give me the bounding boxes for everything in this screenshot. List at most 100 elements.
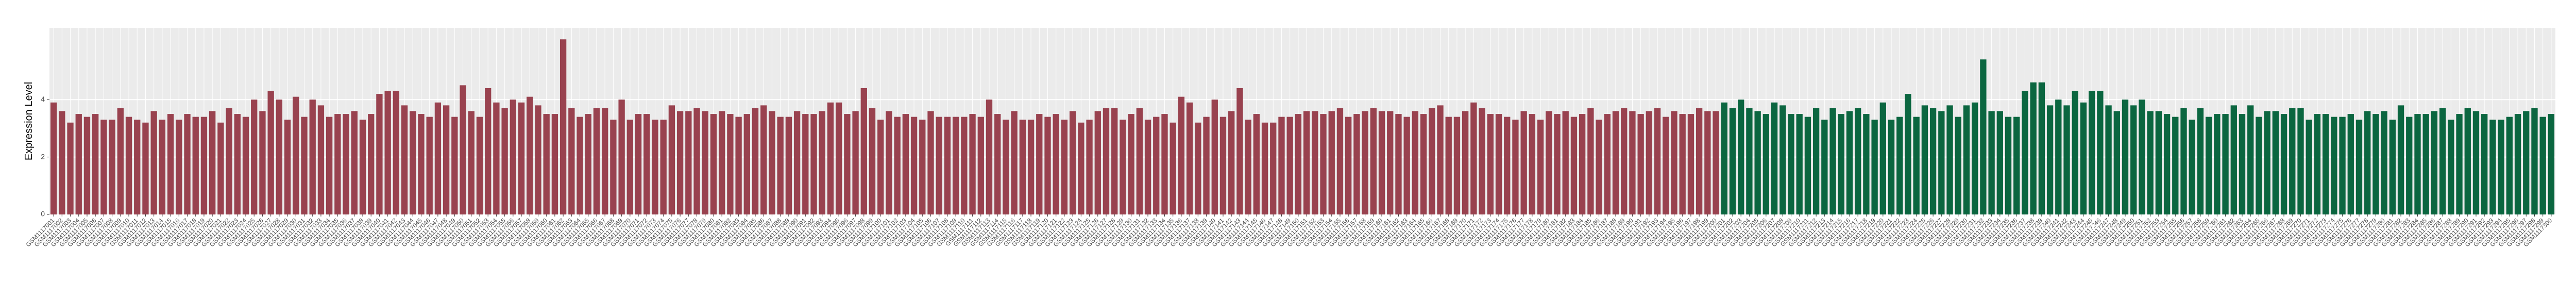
bar — [2489, 120, 2496, 214]
bar — [1019, 120, 1026, 214]
bar — [936, 117, 942, 214]
bar — [802, 114, 809, 214]
bar — [485, 88, 492, 214]
bar — [2063, 105, 2070, 214]
bar — [1186, 102, 1193, 214]
bar — [1353, 114, 1360, 214]
bar — [1821, 120, 1828, 214]
bar — [317, 105, 325, 214]
bar — [1261, 122, 1268, 214]
bar — [1788, 114, 1794, 214]
bar — [1303, 111, 1310, 214]
bar — [1687, 114, 1694, 214]
bar — [785, 117, 792, 214]
bar — [2531, 108, 2538, 214]
bar — [1729, 108, 1736, 214]
bar — [1362, 111, 1368, 214]
bar — [593, 108, 600, 214]
bar — [2314, 114, 2321, 214]
bar — [535, 105, 541, 214]
bar — [1211, 99, 1218, 214]
bar — [1963, 105, 1970, 214]
bar — [2222, 114, 2229, 214]
bar — [1420, 114, 1427, 214]
bar — [2264, 111, 2270, 214]
bar — [518, 102, 525, 214]
bar — [602, 108, 608, 214]
bar — [1203, 117, 1210, 214]
bar — [83, 117, 91, 214]
bar — [2197, 108, 2204, 214]
bar — [75, 114, 82, 214]
bar — [1929, 108, 1937, 214]
bar — [359, 120, 366, 214]
bar — [443, 105, 450, 214]
bar — [944, 117, 951, 214]
bar — [159, 120, 166, 214]
bar — [259, 111, 266, 214]
bar — [551, 114, 558, 214]
bar — [952, 117, 959, 214]
bar — [2022, 91, 2028, 214]
bar — [676, 111, 684, 214]
bar — [1378, 111, 1385, 214]
bar — [1771, 102, 1778, 214]
bar — [1529, 114, 1536, 214]
bar — [209, 111, 216, 214]
bar — [1955, 117, 1961, 214]
bar — [635, 114, 642, 214]
bar — [67, 122, 74, 214]
bar — [1570, 117, 1578, 214]
bar — [810, 114, 817, 214]
bar — [1596, 120, 1602, 214]
bar — [351, 111, 358, 214]
bar — [860, 88, 867, 214]
bar — [2180, 108, 2187, 214]
bar — [1888, 120, 1895, 214]
bar — [710, 114, 717, 214]
bar — [1003, 120, 1009, 214]
bar — [217, 122, 224, 214]
bar — [1086, 120, 1093, 214]
bar — [618, 99, 625, 214]
bar — [284, 120, 291, 214]
bar — [1462, 111, 1469, 214]
bar — [2247, 105, 2254, 214]
bar — [1604, 114, 1611, 214]
bar — [902, 114, 909, 214]
bar — [1780, 105, 1786, 214]
bar — [150, 111, 157, 214]
bar — [2347, 114, 2354, 214]
bar — [401, 105, 408, 214]
bar — [1587, 108, 1594, 214]
bar — [1738, 99, 1744, 214]
bar — [1829, 108, 1836, 214]
bar — [693, 108, 700, 214]
bar — [1905, 94, 1911, 214]
bar — [1512, 120, 1519, 214]
bar — [2289, 108, 2296, 214]
bar — [2230, 105, 2237, 214]
bar — [1671, 111, 1677, 214]
y-axis-label: Expression Level — [23, 82, 35, 160]
bar — [468, 111, 474, 214]
bar — [2456, 114, 2463, 214]
bar — [1988, 111, 1995, 214]
bar — [1546, 111, 1552, 214]
bar — [184, 114, 191, 214]
bar — [2431, 111, 2438, 214]
bar — [2464, 108, 2471, 214]
bar — [1495, 114, 1502, 214]
bar — [852, 111, 859, 214]
bar — [2172, 117, 2179, 214]
bar — [200, 117, 208, 214]
bar — [835, 102, 842, 214]
bar — [167, 114, 174, 214]
bar — [1470, 102, 1477, 214]
bar — [1345, 117, 1352, 214]
bar — [1679, 114, 1686, 214]
bar — [2239, 114, 2246, 214]
bar — [1370, 108, 1377, 214]
bar — [1011, 111, 1018, 214]
bar — [869, 108, 876, 214]
